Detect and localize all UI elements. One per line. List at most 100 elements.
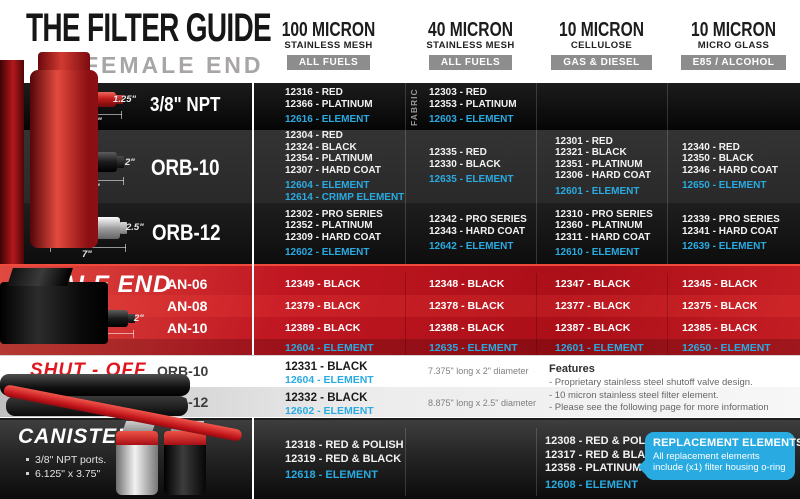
part-number: 12347 - BLACK	[555, 278, 631, 290]
element-number: 12650 - ELEMENT	[682, 341, 771, 354]
cell-canister-10micron: 12308 - RED & POLISH 12317 - RED & BLACK 1…	[545, 435, 664, 492]
size-description: 7.375" long x 2" diameter	[428, 366, 529, 376]
element-number: 12604 - ELEMENT	[285, 341, 374, 354]
part-number: 12339 - PRO SERIES	[682, 214, 780, 226]
element-number: 12604 - ELEMENT	[285, 180, 370, 191]
cell-orb10-40micron: 12335 - RED 12330 - BLACK 12635 - ELEMENT	[405, 130, 536, 203]
part-list: 12308 - RED & POLISH 12317 - RED & BLACK 1…	[545, 435, 664, 476]
element-list: 12603 - ELEMENT	[429, 114, 536, 126]
column-header-40-micron: 40 MICRON STAINLESS MESH ALL FUELS	[405, 20, 536, 70]
callout-title: REPLACEMENT ELEMENTS	[653, 437, 800, 449]
part-number: 12304 - RED	[285, 130, 343, 141]
part-number: 12388 - BLACK	[429, 322, 505, 334]
part-number: 12340 - RED	[682, 141, 740, 153]
part-list: 12303 - RED 12353 - PLATINUM	[429, 87, 536, 110]
part-list: 12302 - PRO SERIES 12352 - PLATINUM 12309 …	[285, 209, 405, 244]
female-end-heading: FEMALE END	[84, 52, 264, 78]
dimension-label: 2.5"	[126, 222, 144, 233]
column-header-10-micron-glass: 10 MICRON MICRO GLASS E85 / ALCOHOL	[667, 20, 800, 70]
part-number: 12306 - HARD COAT	[555, 170, 651, 182]
cell-orb10-100micron: 12304 - RED 12324 - BLACK 12354 - PLATINUM…	[252, 130, 405, 203]
part-list: 12316 - RED 12366 - PLATINUM	[285, 87, 405, 110]
label-column-separator	[252, 83, 254, 355]
column-separator	[536, 428, 537, 496]
element-number: 12635 - ELEMENT	[429, 341, 518, 354]
cell-npt-10micron-glass	[667, 83, 800, 130]
part-number: 12377 - BLACK	[555, 300, 631, 312]
dimension-label: 2"	[134, 313, 144, 324]
row-label-an10: AN-10	[167, 320, 208, 336]
row-label-orb10: ORB-10	[151, 155, 220, 180]
column-subtitle: STAINLESS MESH	[284, 40, 373, 51]
black-fitting-product-image	[0, 282, 108, 344]
part-number: 12321 - BLACK	[555, 147, 627, 159]
part-list: 12310 - PRO SERIES 12360 - PLATINUM 12311 …	[555, 209, 667, 244]
row-label-orb12: ORB-12	[152, 220, 221, 245]
element-number: 12635 - ELEMENT	[429, 174, 514, 186]
element-list: 12650 - ELEMENT	[682, 180, 800, 192]
part-list: 12301 - RED 12321 - BLACK 12351 - PLATINUM…	[555, 136, 667, 182]
part-list: 12339 - PRO SERIES 12341 - HARD COAT	[682, 214, 800, 237]
part-number: 12324 - BLACK	[285, 141, 357, 153]
cell-orb12-10micron-glass: 12339 - PRO SERIES 12341 - HARD COAT 1263…	[667, 203, 800, 264]
element-list: 12610 - ELEMENT	[555, 247, 667, 259]
features-block: Features - Proprietary stainless steel s…	[549, 363, 769, 415]
cell-orb12-100micron: 12302 - PRO SERIES 12352 - PLATINUM 12309 …	[252, 203, 405, 264]
replacement-elements-callout: REPLACEMENT ELEMENTS All replacement ele…	[638, 432, 800, 480]
part-number: 12331 - BLACK	[285, 361, 368, 373]
column-separator	[667, 273, 668, 356]
table-row-orb12: 2.5" 7" ORB-12 12302 - PRO SERIES 12352 -…	[0, 203, 800, 264]
fuel-badge: GAS & DIESEL	[551, 55, 652, 70]
part-number: 12360 - PLATINUM	[555, 220, 643, 231]
part-number: 12346 - HARD COAT	[682, 164, 778, 176]
part-number: 12387 - BLACK	[555, 322, 631, 334]
cell-npt-100micron: 12316 - RED 12366 - PLATINUM 12616 - ELEM…	[252, 83, 405, 130]
column-title: 100 MICRON	[281, 19, 376, 41]
features-list: - Proprietary stainless steel shutoff va…	[549, 377, 769, 415]
fuel-badge: ALL FUELS	[286, 55, 371, 70]
column-separator	[667, 83, 668, 264]
part-list: 12304 - RED 12324 - BLACK 12354 - PLATINUM…	[285, 130, 405, 176]
row-label-an08: AN-08	[167, 298, 208, 314]
element-list: 12618 - ELEMENT	[285, 469, 404, 483]
cell-orb10-10micron-cellulose: 12301 - RED 12321 - BLACK 12351 - PLATINUM…	[536, 130, 667, 203]
part-number: 12352 - PLATINUM	[285, 220, 373, 231]
element-list: 12616 - ELEMENT	[285, 114, 405, 126]
row-label-npt: 3/8" NPT	[150, 94, 221, 116]
list-item: - 10 micron stainless steel filter eleme…	[549, 389, 719, 401]
column-header-100-micron: 100 MICRON STAINLESS MESH ALL FUELS	[252, 20, 405, 70]
column-separator	[405, 428, 406, 496]
table-row-male-elements: 12604 - ELEMENT 12635 - ELEMENT 12601 - …	[0, 339, 800, 356]
element-number: 12618 - ELEMENT	[285, 469, 378, 481]
part-number: 12375 - BLACK	[682, 300, 758, 312]
dimension-label: 1.25"	[113, 94, 136, 105]
element-number: 12601 - ELEMENT	[555, 185, 640, 197]
element-number: 12603 - ELEMENT	[429, 114, 514, 126]
part-number: 12309 - HARD COAT	[285, 231, 381, 243]
cell-npt-40micron: 12303 - RED 12353 - PLATINUM 12603 - ELEM…	[405, 83, 536, 130]
dimension-label: 2"	[125, 157, 135, 168]
part-number: 12350 - BLACK	[682, 153, 754, 164]
column-subtitle: MICRO GLASS	[697, 40, 770, 51]
part-number: 12348 - BLACK	[429, 278, 505, 290]
dimension-label: 7"	[82, 249, 92, 260]
part-number: 12351 - PLATINUM	[555, 158, 643, 170]
part-number: 12302 - PRO SERIES	[285, 208, 383, 220]
part-number: 12385 - BLACK	[682, 322, 758, 334]
part-number: 12332 - BLACK	[285, 392, 368, 404]
part-number: 12353 - PLATINUM	[429, 98, 517, 110]
column-subtitle: CELLULOSE	[570, 40, 633, 51]
column-title: 40 MICRON	[428, 19, 513, 41]
part-number: 12330 - BLACK	[429, 158, 501, 170]
element-list: 12604 - ELEMENT 12614 - CRIMP ELEMENT	[285, 180, 405, 203]
element-number: 12639 - ELEMENT	[682, 241, 767, 253]
element-number: 12650 - ELEMENT	[682, 180, 767, 191]
row-label-an06: AN-06	[167, 276, 208, 292]
part-number: 12317 - RED & BLACK	[545, 448, 662, 461]
part-number: 12301 - RED	[555, 135, 613, 147]
part-number: 12358 - PLATINUM	[545, 462, 642, 474]
column-header-10-micron-cellulose: 10 MICRON CELLULOSE GAS & DIESEL	[536, 20, 667, 70]
